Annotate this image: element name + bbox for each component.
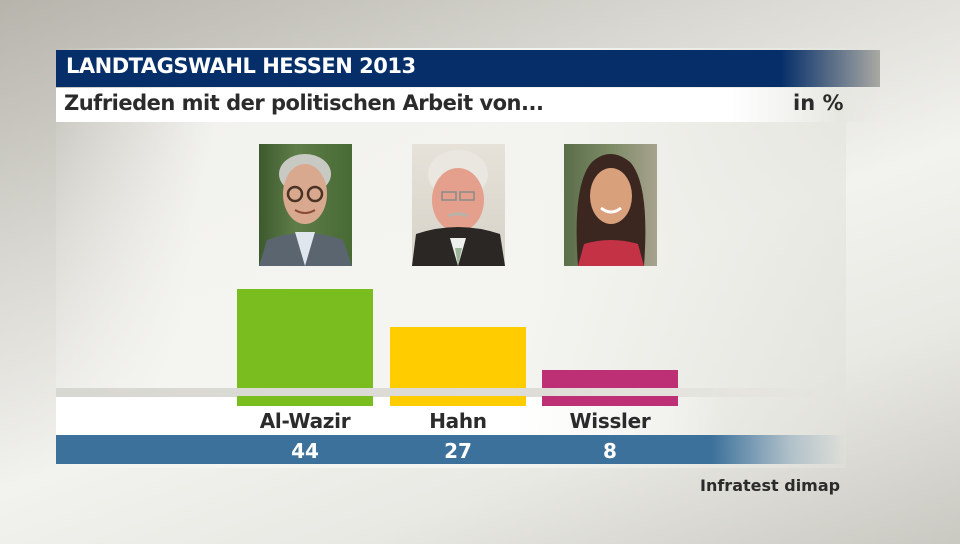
bar-wissler-base (542, 396, 678, 406)
candidate-name-wissler: Wissler (569, 409, 651, 433)
candidate-value-wissler: 8 (603, 439, 617, 463)
portrait-al-wazir (259, 144, 352, 266)
baseline-strip (56, 388, 846, 397)
chart-subtitle: Zufrieden mit der politischen Arbeit von… (64, 91, 544, 115)
value-band (56, 435, 846, 464)
bar-wissler (542, 370, 678, 388)
bar-hahn (390, 327, 526, 388)
candidate-value-hahn: 27 (444, 439, 472, 463)
chart-title: LANDTAGSWAHL HESSEN 2013 (66, 54, 416, 78)
candidate-name-hahn: Hahn (429, 409, 487, 433)
subtitle-bar: Zufrieden mit der politischen Arbeit von… (56, 88, 880, 122)
portrait-wissler (564, 144, 657, 266)
candidate-value-al-wazir: 44 (291, 439, 319, 463)
bar-al-wazir-base (237, 396, 373, 406)
bar-hahn-base (390, 396, 526, 406)
unit-label: in % (793, 91, 844, 115)
source-label: Infratest dimap (700, 476, 841, 495)
bar-al-wazir (237, 289, 373, 388)
candidate-name-al-wazir: Al-Wazir (259, 409, 351, 433)
portrait-hahn (412, 144, 505, 266)
title-bar: LANDTAGSWAHL HESSEN 2013 (56, 50, 880, 87)
